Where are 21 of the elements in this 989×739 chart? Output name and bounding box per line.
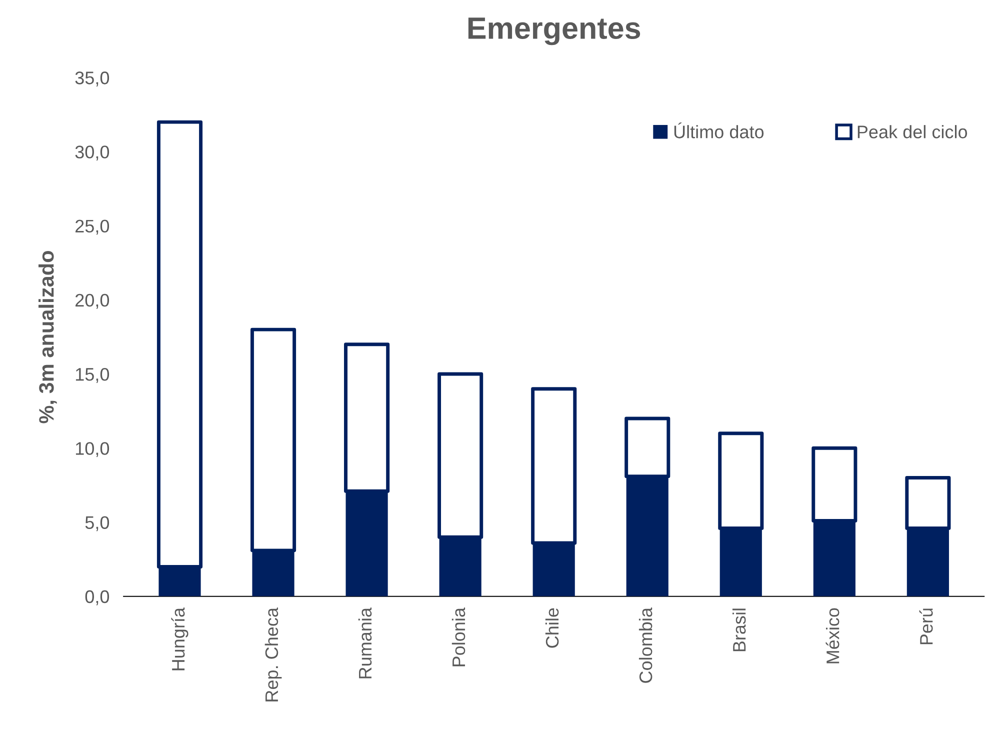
y-tick-label: 25,0 <box>76 220 110 235</box>
y-axis-title: %, 3m anualizado <box>38 250 57 424</box>
y-tick-label: 0,0 <box>85 590 110 606</box>
chart-title: Emergentes <box>468 18 640 46</box>
x-tick-label: México <box>826 608 840 664</box>
x-tick-label: Brasil <box>732 608 746 652</box>
x-tick-label: Hungría <box>171 607 188 670</box>
x-tick-label: Rep. Checa <box>264 607 282 702</box>
y-tick-label: 10,0 <box>76 442 110 458</box>
x-tick-label: Rumania <box>358 607 372 678</box>
y-tick-label: 35,0 <box>75 72 110 86</box>
x-tick-label: Perú <box>919 608 933 644</box>
x-tick-label: Chile <box>545 608 559 648</box>
y-tick-label: 30,0 <box>75 146 110 161</box>
legend-label: Último dato <box>674 122 764 138</box>
x-tick-label: Polonia <box>452 607 466 666</box>
y-tick-label: 15,0 <box>76 368 110 383</box>
y-tick-label: 5,0 <box>85 516 110 532</box>
x-tick-label: Colombia <box>638 607 652 683</box>
y-tick-label: 20,0 <box>76 294 110 309</box>
legend-label: Peak del ciclo <box>858 125 968 138</box>
